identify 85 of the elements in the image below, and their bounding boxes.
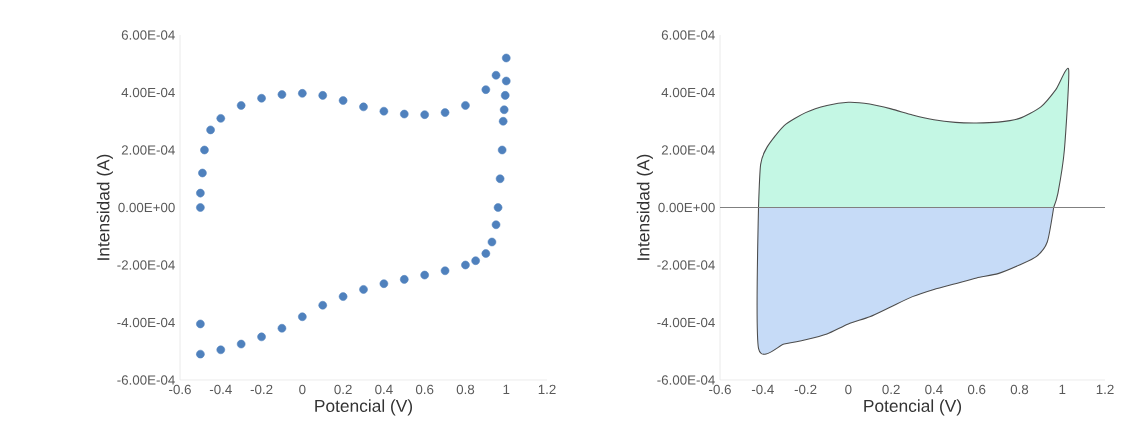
point <box>461 260 470 270</box>
point <box>196 203 205 212</box>
x-tick-label: 0 <box>299 384 306 395</box>
point <box>481 249 491 258</box>
point <box>400 275 409 284</box>
point <box>481 85 491 94</box>
point <box>400 109 409 119</box>
point <box>277 90 287 99</box>
point <box>257 93 266 103</box>
point <box>493 203 503 212</box>
y-tick-label: 2.00E-04 <box>121 145 175 155</box>
y-tick-label: -4.00E-04 <box>117 317 175 328</box>
x-tick-label: 0.4 <box>925 384 943 395</box>
point <box>491 220 501 230</box>
point <box>198 168 207 178</box>
point <box>318 91 327 100</box>
point <box>440 266 450 276</box>
point <box>501 76 511 86</box>
y-tick-label: -6.00E-04 <box>117 375 175 385</box>
point <box>196 349 205 359</box>
point <box>216 114 226 123</box>
x-tick-label: 0.2 <box>882 384 900 395</box>
x-tick-label: 0.2 <box>334 384 352 395</box>
point <box>236 101 246 110</box>
point <box>359 102 368 112</box>
x-tick-label: 0.8 <box>1010 384 1029 395</box>
y-tick-label: 0.00E+00 <box>658 202 715 213</box>
x-tick-label: 1.2 <box>1096 384 1114 395</box>
y-tick-label: -6.00E-04 <box>657 375 715 385</box>
point <box>196 319 205 329</box>
y-tick-label: 4.00E-04 <box>661 87 715 98</box>
x-tick-label: 0 <box>845 384 852 395</box>
y-tick-label: -2.00E-04 <box>117 260 175 270</box>
x-tick-label: -0.4 <box>209 384 232 395</box>
x-tick-label: 0.6 <box>415 384 434 395</box>
point <box>298 312 307 322</box>
point <box>420 110 429 119</box>
point <box>379 279 389 288</box>
point <box>338 292 348 301</box>
point <box>206 125 215 135</box>
point <box>236 339 246 349</box>
point <box>298 89 307 98</box>
point <box>420 270 429 280</box>
point <box>471 256 480 265</box>
y-axis-title: Intensidad (A) <box>96 154 113 260</box>
x-tick-label: -0.6 <box>169 384 191 395</box>
point <box>499 105 509 115</box>
point <box>500 91 510 100</box>
x-tick-label: -0.2 <box>794 384 817 395</box>
x-tick-label: -0.6 <box>709 384 731 395</box>
x-tick-label: 1 <box>1059 384 1066 394</box>
x-tick-label: 0.6 <box>967 384 986 395</box>
y-tick-label: 6.00E-04 <box>121 30 175 40</box>
x-tick-label: 1.2 <box>538 384 556 395</box>
point <box>497 145 507 155</box>
point <box>379 106 389 116</box>
x-axis-title: Potencial (V) <box>864 399 962 416</box>
y-tick-label: 4.00E-04 <box>121 87 175 98</box>
x-tick-label: -0.2 <box>250 384 273 395</box>
point <box>200 145 209 155</box>
point <box>318 300 327 310</box>
point <box>277 323 287 333</box>
y-tick-label: -2.00E-04 <box>657 260 715 270</box>
point <box>359 285 368 294</box>
y-axis-title: Intensidad (A) <box>636 154 653 260</box>
point <box>338 96 348 105</box>
point <box>487 237 497 247</box>
x-tick-label: 0.4 <box>375 384 393 395</box>
y-tick-label: -4.00E-04 <box>657 317 715 328</box>
point <box>501 53 511 63</box>
point <box>491 70 501 80</box>
point <box>461 101 470 110</box>
x-tick-label: 0.8 <box>456 384 475 395</box>
y-tick-label: 0.00E+00 <box>118 202 175 213</box>
point <box>216 345 226 355</box>
y-tick-label: 6.00E-04 <box>661 30 715 40</box>
y-tick-label: 2.00E-04 <box>661 145 715 155</box>
x-tick-label: 1 <box>503 384 510 394</box>
x-tick-label: -0.4 <box>751 384 774 395</box>
point <box>196 188 205 198</box>
point <box>495 174 505 184</box>
point <box>498 116 508 126</box>
point <box>257 332 266 342</box>
x-axis-title: Potencial (V) <box>315 399 413 416</box>
point <box>440 108 450 117</box>
